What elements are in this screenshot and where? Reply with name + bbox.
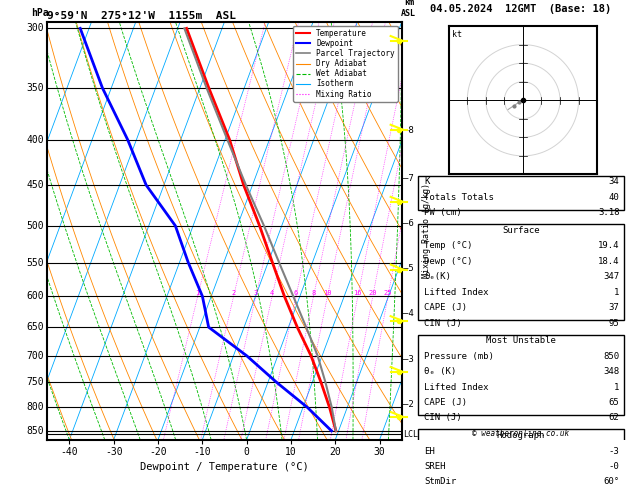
Text: 04.05.2024  12GMT  (Base: 18): 04.05.2024 12GMT (Base: 18) xyxy=(430,3,611,14)
Text: 18.4: 18.4 xyxy=(598,257,620,266)
Text: –7: –7 xyxy=(403,174,415,183)
Text: –8: –8 xyxy=(403,126,415,135)
Text: 347: 347 xyxy=(603,272,620,281)
Text: Lifted Index: Lifted Index xyxy=(424,382,489,392)
Text: Most Unstable: Most Unstable xyxy=(486,336,556,345)
Text: θₑ(K): θₑ(K) xyxy=(424,272,451,281)
Text: 40: 40 xyxy=(609,193,620,202)
Text: CAPE (J): CAPE (J) xyxy=(424,303,467,312)
Text: 750: 750 xyxy=(26,378,43,387)
Text: 20: 20 xyxy=(369,290,377,296)
Text: -3: -3 xyxy=(609,447,620,455)
Text: 37: 37 xyxy=(609,303,620,312)
Text: 8: 8 xyxy=(311,290,316,296)
Text: 1: 1 xyxy=(196,290,200,296)
X-axis label: Dewpoint / Temperature (°C): Dewpoint / Temperature (°C) xyxy=(140,462,309,472)
Text: 850: 850 xyxy=(26,426,43,436)
Text: 3.18: 3.18 xyxy=(598,208,620,217)
Text: 4: 4 xyxy=(270,290,274,296)
Text: 1: 1 xyxy=(614,288,620,296)
Text: SREH: SREH xyxy=(424,462,446,471)
Text: 450: 450 xyxy=(26,180,43,190)
Text: 1: 1 xyxy=(614,382,620,392)
Text: 10: 10 xyxy=(323,290,331,296)
Text: 348: 348 xyxy=(603,367,620,376)
Text: 3: 3 xyxy=(253,290,258,296)
Text: Hodograph: Hodograph xyxy=(497,431,545,440)
Text: StmDir: StmDir xyxy=(424,477,457,486)
Text: 2: 2 xyxy=(231,290,236,296)
Bar xyxy=(418,430,624,486)
Text: Pressure (mb): Pressure (mb) xyxy=(424,352,494,361)
Bar xyxy=(418,175,624,210)
Text: 550: 550 xyxy=(26,258,43,268)
Text: K: K xyxy=(424,177,430,186)
Text: 62: 62 xyxy=(609,414,620,422)
Text: km
ASL: km ASL xyxy=(401,0,416,17)
Text: CIN (J): CIN (J) xyxy=(424,319,462,328)
Text: 65: 65 xyxy=(609,398,620,407)
Bar xyxy=(418,224,624,320)
Bar xyxy=(418,334,624,415)
Text: EH: EH xyxy=(424,447,435,455)
Text: LCL: LCL xyxy=(403,430,418,438)
Text: © weatheronline.co.uk: © weatheronline.co.uk xyxy=(472,429,569,438)
Text: CIN (J): CIN (J) xyxy=(424,414,462,422)
Text: 400: 400 xyxy=(26,135,43,144)
Text: 800: 800 xyxy=(26,402,43,413)
Text: Surface: Surface xyxy=(502,226,540,235)
Text: 9°59'N  275°12'W  1155m  ASL: 9°59'N 275°12'W 1155m ASL xyxy=(47,11,236,21)
Text: Totals Totals: Totals Totals xyxy=(424,193,494,202)
Text: 350: 350 xyxy=(26,83,43,93)
Text: –6: –6 xyxy=(403,219,415,228)
Text: 850: 850 xyxy=(603,352,620,361)
Text: 19.4: 19.4 xyxy=(598,242,620,250)
Text: –2: –2 xyxy=(403,400,415,410)
Text: -0: -0 xyxy=(609,462,620,471)
Text: Dewp (°C): Dewp (°C) xyxy=(424,257,472,266)
Text: 600: 600 xyxy=(26,291,43,301)
Text: hPa: hPa xyxy=(31,8,49,17)
Text: 16: 16 xyxy=(353,290,362,296)
Text: 300: 300 xyxy=(26,23,43,34)
Text: –4: –4 xyxy=(403,310,415,318)
Text: Mixing Ratio (g/kg): Mixing Ratio (g/kg) xyxy=(422,183,431,278)
Text: 6: 6 xyxy=(294,290,298,296)
Text: Temp (°C): Temp (°C) xyxy=(424,242,472,250)
Text: –5: –5 xyxy=(403,264,415,274)
Text: –3: –3 xyxy=(403,355,415,364)
Text: 25: 25 xyxy=(384,290,392,296)
Text: 650: 650 xyxy=(26,322,43,332)
Text: PW (cm): PW (cm) xyxy=(424,208,462,217)
Text: 700: 700 xyxy=(26,351,43,361)
Text: θₑ (K): θₑ (K) xyxy=(424,367,457,376)
Text: 34: 34 xyxy=(609,177,620,186)
Text: Lifted Index: Lifted Index xyxy=(424,288,489,296)
Legend: Temperature, Dewpoint, Parcel Trajectory, Dry Adiabat, Wet Adiabat, Isotherm, Mi: Temperature, Dewpoint, Parcel Trajectory… xyxy=(293,26,398,102)
Text: 95: 95 xyxy=(609,319,620,328)
Text: 60°: 60° xyxy=(603,477,620,486)
Text: CAPE (J): CAPE (J) xyxy=(424,398,467,407)
Text: 500: 500 xyxy=(26,221,43,231)
